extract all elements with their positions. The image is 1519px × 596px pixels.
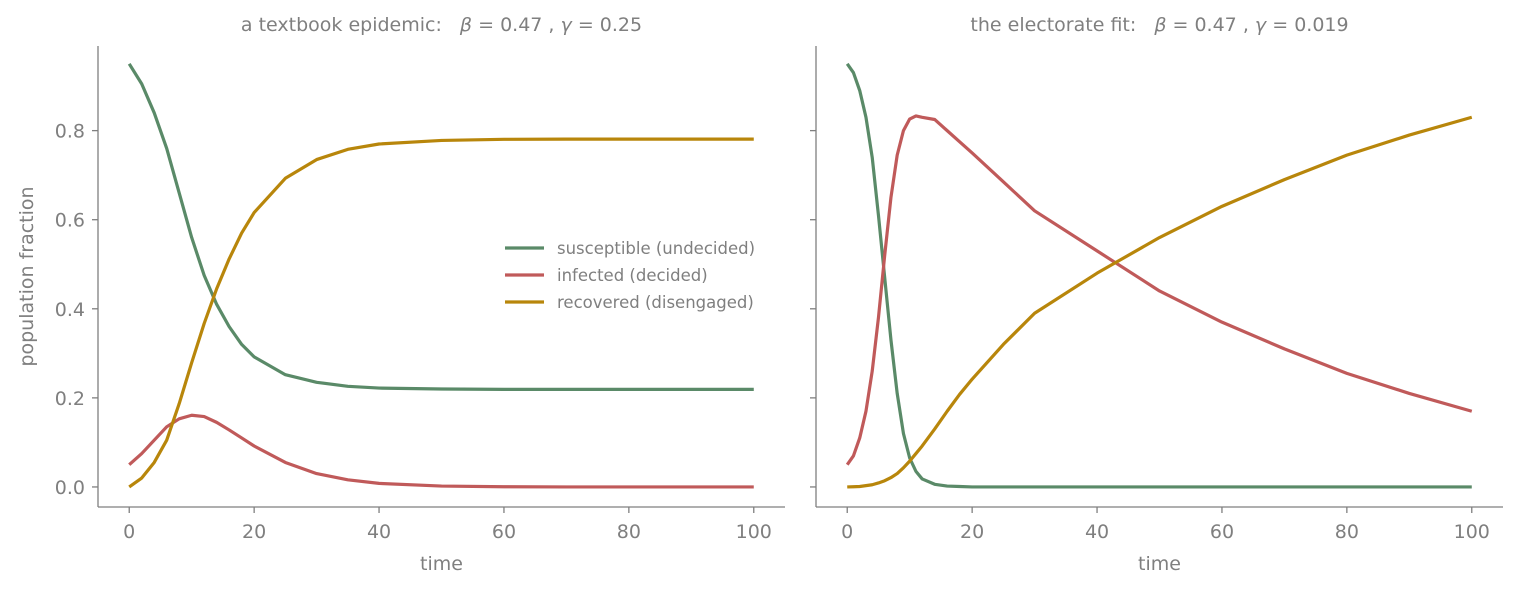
title-beta-symbol: β	[1153, 14, 1166, 36]
legend-label-infected: infected (decided)	[557, 266, 708, 285]
chart-title-right: the electorate fit: β = 0.47 , γ = 0.019	[970, 14, 1348, 36]
legend: susceptible (undecided) infected (decided…	[505, 239, 755, 312]
x-tick-label: 0	[123, 521, 135, 543]
title-sep: ,	[548, 14, 560, 36]
x-axis-label-right: time	[1138, 553, 1181, 575]
y-axis-label-left: population fraction	[16, 186, 38, 366]
title-beta-value: 0.47	[500, 14, 542, 36]
x-tick-label: 60	[492, 521, 516, 543]
series-line-infected-right	[845, 114, 1473, 466]
x-tick-label: 80	[617, 521, 641, 543]
title-prefix: the electorate fit:	[970, 14, 1136, 36]
x-tick-label: 100	[736, 521, 772, 543]
series-lines-left	[127, 62, 754, 489]
x-tick-label: 20	[960, 521, 984, 543]
x-tick-label: 0	[841, 521, 853, 543]
x-axis-label-left: time	[420, 553, 463, 575]
y-tick-label: 0.6	[55, 210, 85, 232]
panel-left-textbook-epidemic: a textbook epidemic: β = 0.47 , γ = 0.25…	[16, 14, 785, 575]
axes-left: 0 20 40 60 80 100 0.0 0.2 0.4 0.6 0.8	[55, 46, 785, 543]
x-tick-label: 40	[1085, 521, 1109, 543]
title-beta-value: 0.47	[1194, 14, 1236, 36]
series-line-recovered-left	[128, 137, 754, 489]
title-gamma-symbol: γ	[1255, 14, 1268, 36]
y-tick-label: 0.4	[55, 299, 85, 321]
series-lines-right	[845, 62, 1473, 489]
title-beta-symbol: β	[459, 14, 472, 36]
y-tick-label: 0.2	[55, 388, 85, 410]
series-line-infected-left	[128, 413, 754, 489]
series-line-recovered-right	[847, 115, 1473, 489]
y-tick-label: 0.0	[55, 477, 85, 499]
panel-right-electorate-fit: the electorate fit: β = 0.47 , γ = 0.019…	[810, 14, 1503, 575]
title-prefix: a textbook epidemic:	[241, 14, 442, 36]
title-gamma-eq: =	[578, 14, 600, 36]
series-line-susceptible-left	[127, 62, 754, 392]
title-gamma-value: 0.019	[1294, 14, 1348, 36]
chart-title-left: a textbook epidemic: β = 0.47 , γ = 0.25	[241, 14, 642, 36]
x-tick-label: 20	[242, 521, 266, 543]
title-gamma-eq: =	[1272, 14, 1294, 36]
axes-right: 0 20 40 60 80 100	[810, 46, 1503, 543]
title-sep: ,	[1243, 14, 1255, 36]
legend-label-recovered: recovered (disengaged)	[557, 293, 754, 312]
series-line-susceptible-right	[845, 62, 1472, 489]
x-tick-label: 60	[1210, 521, 1234, 543]
title-gamma-value: 0.25	[600, 14, 642, 36]
x-tick-label: 80	[1335, 521, 1359, 543]
x-tick-label: 100	[1454, 521, 1490, 543]
y-tick-label: 0.8	[55, 121, 85, 143]
legend-label-susceptible: susceptible (undecided)	[557, 239, 755, 258]
title-beta-eq: =	[478, 14, 500, 36]
title-gamma-symbol: γ	[561, 14, 574, 36]
x-tick-label: 40	[367, 521, 391, 543]
title-beta-eq: =	[1173, 14, 1195, 36]
